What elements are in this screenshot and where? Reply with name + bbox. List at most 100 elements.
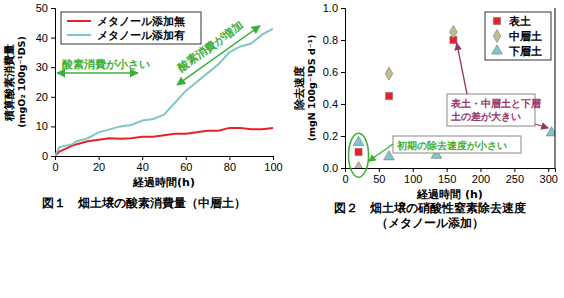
x-tick-mark <box>229 156 230 160</box>
x-axis-title: 経過時間(h) <box>132 176 195 189</box>
y-tick-mark <box>51 38 55 39</box>
x-axis: 0 50 100 150 200 250 300 <box>342 168 557 185</box>
legend-label: 表土 <box>508 15 531 28</box>
legend-swatch <box>493 29 501 42</box>
x-tick: 0 <box>342 168 348 185</box>
y-tick: 1.0 <box>323 2 345 14</box>
x-tick-mark <box>186 156 187 160</box>
x-tick: 0 <box>52 156 58 173</box>
x-tick-mark <box>273 156 274 160</box>
x-tick-label: 200 <box>472 173 490 185</box>
y-axis-line <box>51 9 56 157</box>
x-tick-mark <box>447 168 448 172</box>
annotation: 酸素消費が増加 <box>175 19 245 74</box>
y-tick: 30 <box>36 61 55 73</box>
x-tick: 100 <box>264 156 282 173</box>
y-tick: 0.2 <box>323 130 345 142</box>
legend-swatch <box>493 17 500 24</box>
y-tick-mark <box>341 136 345 137</box>
y-tick: 0 <box>42 150 55 162</box>
x-tick-label: 50 <box>373 173 385 185</box>
chart: 0 50 100 150 200 250 300 0.0 0.2 0.4 0.6 0.8 1.0 経過時間… <box>293 2 558 201</box>
y-tick-label: 1.0 <box>323 2 338 14</box>
series-line <box>55 128 273 156</box>
y-tick-label: 10 <box>36 120 48 132</box>
x-tick-label: 100 <box>264 161 282 173</box>
y-tick-label: 40 <box>36 32 48 44</box>
x-tick-label: 300 <box>540 173 558 185</box>
chart: 02040608010001020304050経過時間(h)積算酸素消費量(mg… <box>3 2 283 189</box>
chart-title: 図２ 畑土壌の硝酸性窒素除去速度 <box>334 201 526 215</box>
legend-swatch <box>67 20 91 22</box>
y-tick-label: 20 <box>36 91 48 103</box>
y-axis: 0.0 0.2 0.4 0.6 0.8 1.0 <box>323 2 346 174</box>
legend-swatch <box>492 45 503 54</box>
y-tick: 50 <box>36 2 55 14</box>
y-tick-label: 0 <box>42 150 48 162</box>
x-tick: 100 <box>404 168 422 185</box>
y-axis-title: 除去速度 <box>293 66 305 110</box>
y-tick-mark <box>51 97 55 98</box>
annotation: 酸素消費が小さい <box>62 58 150 71</box>
y-tick-mark <box>51 67 55 68</box>
y-tick: 10 <box>36 120 55 132</box>
data-point <box>355 161 363 168</box>
x-tick-label: 60 <box>180 161 192 173</box>
annotation-arrow <box>457 43 467 94</box>
x-tick-label: 80 <box>224 161 236 173</box>
y-tick: 0.6 <box>323 66 345 78</box>
annotation-ellipse <box>349 133 369 177</box>
y-tick-label: 30 <box>36 61 48 73</box>
x-tick-label: 0 <box>52 161 58 173</box>
data-point <box>385 67 393 80</box>
x-tick: 60 <box>180 156 192 173</box>
plot-frame <box>555 8 556 168</box>
x-tick-mark <box>142 156 143 160</box>
legend-label: メタノール添加有 <box>97 29 185 41</box>
annotation: 表土・中層土と下層 <box>450 98 541 109</box>
y-tick-label: 0.4 <box>323 98 338 110</box>
x-tick: 250 <box>506 168 524 185</box>
y-tick: 40 <box>36 32 55 44</box>
x-axis-line <box>56 157 274 161</box>
x-tick: 150 <box>438 168 456 185</box>
y-axis-title: (mgN 100g⁻¹DS d⁻¹) <box>306 35 317 141</box>
legend-label: メタノール添加無 <box>97 15 185 28</box>
annotation: 初期の除去速度が小さい <box>396 140 507 151</box>
x-tick: 200 <box>472 168 490 185</box>
series-line <box>55 29 273 156</box>
x-axis-line <box>346 169 556 173</box>
y-tick-mark <box>341 168 345 169</box>
x-tick-mark <box>548 168 549 172</box>
x-axis-title: 経過時間 (h) <box>416 188 483 201</box>
data-point <box>353 136 364 145</box>
annotation-arrow <box>369 144 393 161</box>
y-tick-mark <box>341 8 345 9</box>
x-tick-mark <box>514 168 515 172</box>
x-tick-label: 100 <box>404 173 422 185</box>
y-tick-mark <box>341 40 345 41</box>
legend-label: 中層土 <box>509 30 542 43</box>
chart-subtitle: （メタノール添加） <box>376 216 484 230</box>
x-tick-label: 20 <box>93 161 105 173</box>
legend-swatch <box>67 34 91 36</box>
x-tick-mark <box>99 156 100 160</box>
y-axis: 0 10 20 30 40 50 <box>36 2 56 162</box>
y-tick-label: 0.8 <box>323 34 338 46</box>
annotation-arrow <box>57 72 138 74</box>
data-point <box>450 25 458 38</box>
x-axis: 020406080100 <box>52 156 282 173</box>
y-tick-label: 0.0 <box>323 162 338 174</box>
annotation-arrow <box>535 124 548 128</box>
y-tick-mark <box>51 156 55 157</box>
data-point <box>385 92 392 99</box>
chart-title: 図１ 畑土壌の酸素消費量（中層土） <box>42 196 246 210</box>
annotation-box <box>393 136 521 153</box>
annotation: 土の差が大きい <box>450 111 521 122</box>
y-tick-mark <box>341 72 345 73</box>
y-tick-label: 0.2 <box>323 130 338 142</box>
y-tick-label: 50 <box>36 2 48 14</box>
x-tick-mark <box>379 168 380 172</box>
x-tick: 50 <box>373 168 385 185</box>
x-tick: 80 <box>224 156 236 173</box>
